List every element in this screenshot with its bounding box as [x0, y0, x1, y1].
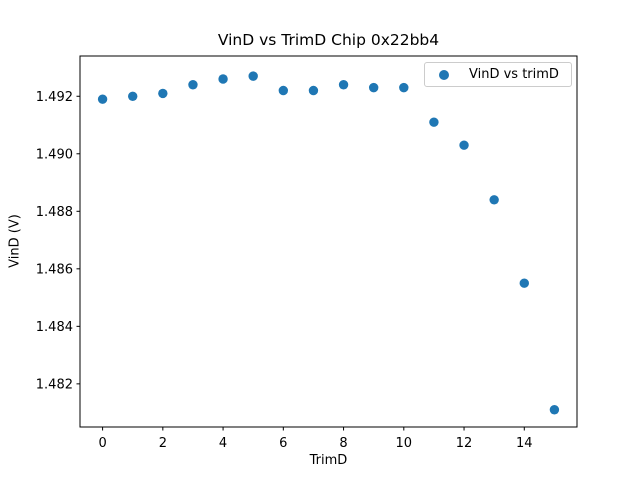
data-point — [218, 74, 228, 84]
x-tick-label: 2 — [159, 436, 167, 451]
x-axis-label: TrimD — [309, 453, 348, 468]
legend: VinD vs trimD — [424, 62, 572, 87]
data-point — [368, 82, 379, 93]
plot-border — [79, 55, 578, 428]
x-tick-label: 10 — [396, 436, 413, 451]
data-point — [248, 71, 258, 81]
y-tick-label: 1.488 — [36, 205, 73, 220]
data-point — [308, 85, 319, 96]
chart-title: VinD vs TrimD Chip 0x22bb4 — [217, 31, 440, 49]
legend-label: VinD vs trimD — [469, 67, 559, 82]
data-point — [97, 94, 108, 104]
x-tick-label: 12 — [456, 436, 473, 451]
data-point — [338, 80, 349, 90]
x-tick-label: 0 — [98, 436, 106, 451]
data-point — [399, 82, 409, 93]
y-tick-label: 1.482 — [36, 377, 73, 392]
x-tick-label: 6 — [279, 436, 287, 451]
data-point — [278, 85, 289, 96]
x-tick-label: 14 — [516, 436, 533, 451]
data-point — [128, 91, 138, 101]
data-point — [549, 405, 560, 415]
data-point — [188, 80, 198, 90]
data-point — [519, 278, 529, 288]
y-tick-label: 1.490 — [36, 147, 73, 162]
data-point — [489, 195, 499, 205]
data-point — [429, 117, 439, 127]
legend-marker-dot — [439, 69, 449, 80]
y-axis-label: VinD (V) — [7, 214, 23, 268]
y-tick-label: 1.486 — [36, 262, 73, 277]
data-point — [459, 140, 469, 150]
y-tick-label: 1.492 — [36, 90, 73, 105]
x-tick-label: 8 — [339, 436, 347, 451]
data-point — [158, 88, 168, 99]
y-tick-label: 1.484 — [36, 320, 73, 335]
x-tick-label: 4 — [219, 436, 227, 451]
